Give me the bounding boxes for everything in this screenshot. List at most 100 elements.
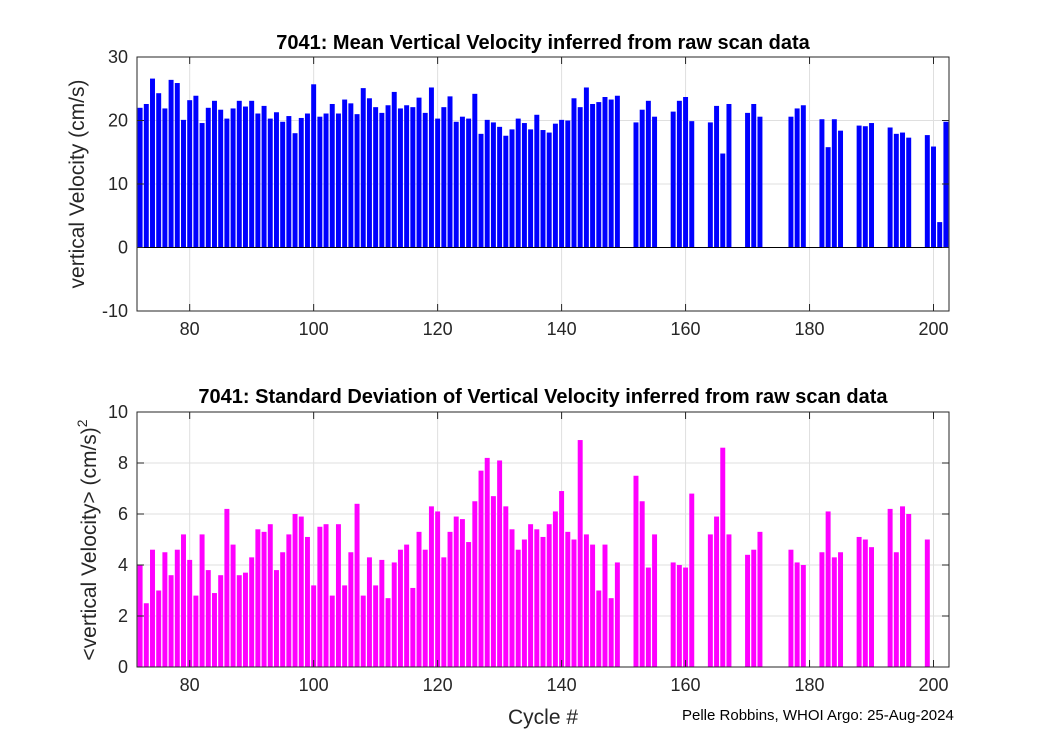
mean-velocity-bar [397,108,403,248]
y-axis-label: vertical Velocity (cm/s) [66,80,89,289]
x-tick-label: 160 [671,675,701,695]
x-tick-label: 200 [918,319,948,339]
mean-velocity-bar [571,98,577,248]
std-velocity-bar [292,514,298,667]
std-velocity-bar [689,493,695,667]
mean-velocity-bar [379,112,385,248]
std-velocity-bar [633,475,639,667]
std-velocity-bar [255,529,261,667]
std-velocity-bar [174,549,180,667]
x-tick-label: 160 [671,319,701,339]
std-velocity-bar [893,552,899,667]
mean-velocity-bar [596,102,602,248]
std-velocity-bar [726,534,732,667]
std-velocity-bar [373,585,379,667]
std-velocity-bar [788,549,794,667]
mean-velocity-bar [714,105,720,248]
std-velocity-bar [565,531,571,667]
mean-velocity-bar [534,114,540,248]
std-velocity-bar [490,496,496,667]
x-tick-label: 120 [423,319,453,339]
mean-velocity-bar [304,113,310,248]
mean-velocity-bar [528,129,534,248]
mean-velocity-bar [862,126,868,248]
std-velocity-bar [571,539,577,667]
mean-velocity-bar [323,113,329,248]
std-velocity-bar [831,557,837,667]
std-velocity-bar [856,536,862,667]
std-velocity-bar [900,506,905,667]
std-velocity-bar [645,567,651,667]
mean-velocity-bar [565,120,571,248]
std-velocity-bar [484,457,490,667]
y-axis-label: <vertical Velocity> (cm/s)2 [74,419,101,660]
std-velocity-bar [503,506,509,667]
std-velocity-bar [608,598,614,667]
y-tick-label: 10 [108,174,128,194]
x-tick-label: 100 [299,319,329,339]
std-velocity-bar [819,552,825,667]
std-velocity-bar [379,559,385,667]
std-velocity-bar [335,524,341,667]
std-velocity-bar [596,590,602,667]
mean-velocity-bar [720,153,726,248]
mean-velocity-bar [602,97,608,248]
mean-velocity-bar [261,105,267,248]
mean-velocity-bar [205,107,211,248]
mean-velocity-bar [422,112,428,248]
std-velocity-bar [794,562,800,667]
std-velocity-panel: 80 100 120 140 160 180 200 0 2 4 6 8 10 7041: Standa… [74,386,950,729]
mean-velocity-panel: 80 100 120 140 160 180 200 -10 0 10 20 30 7041: Mea… [66,32,950,339]
mean-velocity-bar [224,118,230,248]
std-velocity-bar [416,531,422,667]
mean-velocity-bar [181,119,186,248]
mean-velocity-bar [335,113,341,248]
mean-velocity-bar [137,107,143,248]
mean-velocity-bar [410,107,416,248]
mean-velocity-bar [633,122,639,248]
std-velocity-bar [404,544,410,667]
x-tick-label: 200 [918,675,948,695]
mean-velocity-bar [348,103,354,248]
mean-velocity-bar [726,103,732,248]
mean-velocity-bar [162,108,168,248]
mean-velocity-bar [937,222,943,248]
std-velocity-bar [162,552,168,667]
std-velocity-bar [230,544,236,667]
mean-velocity-bar [441,107,447,248]
mean-velocity-bar [193,95,199,248]
std-velocity-bar [280,552,286,667]
plot-area-frame [136,411,950,668]
std-velocity-bar [354,503,360,667]
std-velocity-bar [906,514,912,667]
mean-velocity-bar [614,95,620,248]
std-velocity-bar [385,598,391,667]
std-velocity-bar [342,585,348,667]
mean-velocity-bar [931,146,936,248]
std-velocity-bar [187,559,193,667]
std-velocity-bar [453,516,459,667]
mean-velocity-bar [156,93,162,248]
mean-velocity-bar [168,79,174,248]
mean-velocity-bar [435,118,441,248]
mean-velocity-bar [273,112,279,248]
mean-velocity-bar [459,116,465,248]
mean-velocity-bar [887,127,893,248]
mean-velocity-bar [292,133,298,248]
std-velocity-bar [459,519,465,667]
mean-velocity-bar [143,103,149,248]
std-velocity-bar [825,511,831,667]
std-velocity-bar [224,508,230,667]
mean-velocity-bar [559,119,565,248]
std-velocity-bar [236,575,242,667]
std-velocity-bar [205,570,211,667]
mean-velocity-bar [311,84,317,248]
mean-velocity-bar [639,109,645,248]
std-velocity-bar [472,501,478,667]
std-velocity-bar [267,524,273,667]
credit-text: Pelle Robbins, WHOI Argo: 25-Aug-2024 [682,707,954,724]
std-velocity-bar [168,575,174,667]
std-velocity-bar [515,549,521,667]
mean-velocity-bar [286,116,292,248]
